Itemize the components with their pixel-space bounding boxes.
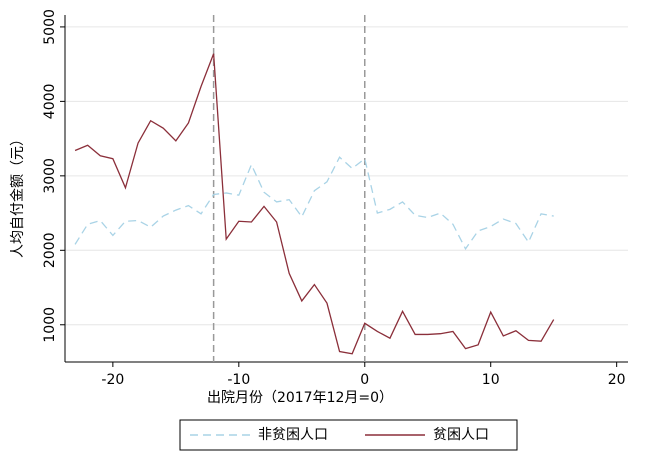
y-tick-label: 1000: [42, 307, 58, 343]
y-tick-label: 4000: [42, 84, 58, 120]
y-tick-label: 3000: [42, 158, 58, 194]
y-tick-label: 5000: [42, 9, 58, 45]
x-tick-label: -10: [227, 372, 250, 388]
series-line: [74, 53, 555, 355]
x-tick-label: 20: [608, 372, 626, 388]
legend-box: [179, 419, 518, 451]
y-axis-label: 人均自付金额（元）: [10, 132, 26, 258]
legend-label: 贫困人口: [433, 427, 489, 443]
x-tick-label: 0: [360, 372, 369, 388]
y-tick-label: 2000: [42, 232, 58, 268]
x-tick-label: -20: [101, 372, 124, 388]
series-line: [74, 156, 554, 251]
legend-label: 非贫困人口: [258, 427, 328, 443]
x-tick-label: 10: [482, 372, 500, 388]
x-axis-label: 出院月份（2017年12月=0）: [207, 390, 393, 406]
